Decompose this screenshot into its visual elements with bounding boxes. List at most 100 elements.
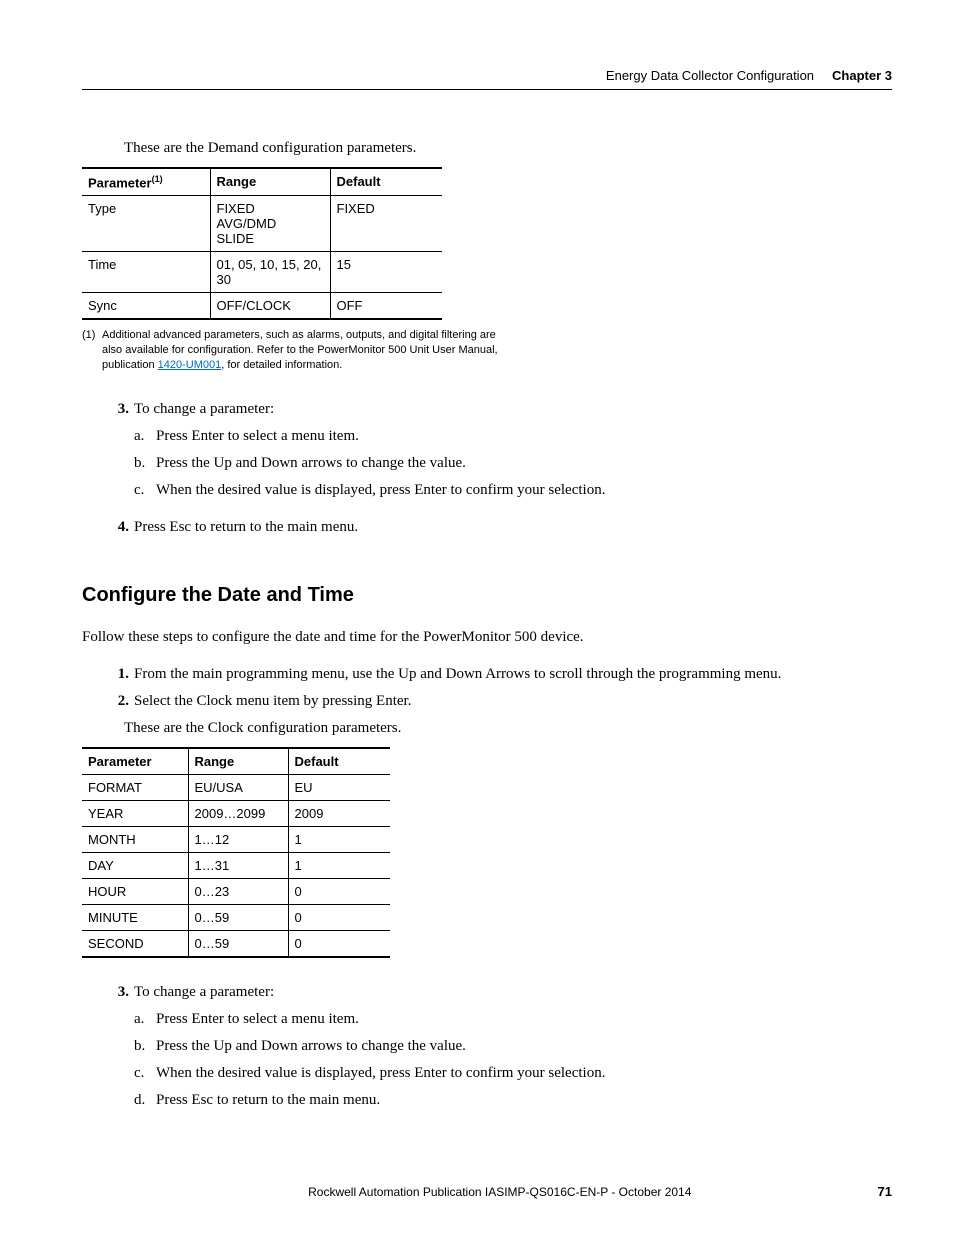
page-footer: Rockwell Automation Publication IASIMP-Q… [82, 1184, 892, 1199]
step-item: 2. Select the Clock menu item by pressing… [107, 693, 892, 710]
table-row: FORMATEU/USAEU [82, 774, 390, 800]
table-row: TypeFIXED AVG/DMD SLIDEFIXED [82, 196, 442, 252]
table-cell: 1…12 [188, 826, 288, 852]
table-cell: 0 [288, 904, 390, 930]
substep-item: c.When the desired value is displayed, p… [134, 1065, 892, 1082]
table-row: SyncOFF/CLOCKOFF [82, 293, 442, 320]
substep-letter: a. [134, 428, 152, 445]
step-content: From the main programming menu, use the … [134, 666, 892, 683]
step-number: 2. [107, 693, 129, 710]
substep-letter: b. [134, 1038, 152, 1055]
table-row: MONTH1…121 [82, 826, 390, 852]
footnote-link[interactable]: 1420-UM001 [158, 359, 222, 371]
substep-text: Press Enter to select a menu item. [156, 428, 359, 445]
step-content: Select the Clock menu item by pressing E… [134, 693, 892, 710]
table-row: HOUR0…230 [82, 878, 390, 904]
substep-letter: d. [134, 1092, 152, 1109]
table-cell: 0 [288, 878, 390, 904]
step-item: 4. Press Esc to return to the main menu. [107, 519, 892, 536]
footnote-num: (1) [82, 328, 102, 373]
footer-page-number: 71 [878, 1184, 892, 1199]
footnote-text: Additional advanced parameters, such as … [102, 328, 502, 373]
table-cell: 1 [288, 852, 390, 878]
table-cell: 0 [288, 930, 390, 957]
step-content: To change a parameter: a.Press Enter to s… [134, 984, 892, 1119]
step-text: From the main programming menu, use the … [134, 666, 781, 682]
table-cell: EU/USA [188, 774, 288, 800]
footer-publication: Rockwell Automation Publication IASIMP-Q… [122, 1185, 878, 1199]
table-cell: 0…59 [188, 930, 288, 957]
table-row: Time01, 05, 10, 15, 20, 3015 [82, 252, 442, 293]
step-text: To change a parameter: [134, 984, 274, 1000]
substep-letter: c. [134, 1065, 152, 1082]
col-range: Range [188, 748, 288, 775]
table-cell: 1…31 [188, 852, 288, 878]
header-chapter: Chapter 3 [832, 68, 892, 83]
table-row: SECOND0…590 [82, 930, 390, 957]
substep-letter: a. [134, 1011, 152, 1028]
table-cell: 0…23 [188, 878, 288, 904]
step-content: Press Esc to return to the main menu. [134, 519, 892, 536]
substep-text: Press the Up and Down arrows to change t… [156, 455, 466, 472]
table-row: MINUTE0…590 [82, 904, 390, 930]
substep-text: Press the Up and Down arrows to change t… [156, 1038, 466, 1055]
col-parameter: Parameter(1) [82, 168, 210, 196]
col-default: Default [330, 168, 442, 196]
step-number: 1. [107, 666, 129, 683]
table-cell: FIXED [330, 196, 442, 252]
page-header: Energy Data Collector Configuration Chap… [82, 68, 892, 90]
substep-text: When the desired value is displayed, pre… [156, 1065, 605, 1082]
table-cell: Sync [82, 293, 210, 320]
table-cell: MINUTE [82, 904, 188, 930]
footnote: (1) Additional advanced parameters, such… [82, 328, 502, 373]
step-content: To change a parameter: a.Press Enter to s… [134, 401, 892, 509]
col-parameter: Parameter [82, 748, 188, 775]
steps-list-2b: 3. To change a parameter: a.Press Enter to… [107, 984, 892, 1119]
table-cell: SECOND [82, 930, 188, 957]
substep-item: c.When the desired value is displayed, p… [134, 482, 892, 499]
table-row: YEAR2009…20992009 [82, 800, 390, 826]
substep-text: Press Esc to return to the main menu. [156, 1092, 380, 1109]
substep-item: b.Press the Up and Down arrows to change… [134, 455, 892, 472]
table-cell: OFF [330, 293, 442, 320]
clock-intro: These are the Clock configuration parame… [124, 720, 892, 737]
table-header-row: Parameter(1) Range Default [82, 168, 442, 196]
table-cell: Type [82, 196, 210, 252]
substep-item: b.Press the Up and Down arrows to change… [134, 1038, 892, 1055]
section-intro: Follow these steps to configure the date… [82, 629, 892, 646]
substep-item: a.Press Enter to select a menu item. [134, 1011, 892, 1028]
step-text: To change a parameter: [134, 401, 274, 417]
step-text: Press Esc to return to the main menu. [134, 519, 358, 535]
table-row: DAY1…311 [82, 852, 390, 878]
table-cell: MONTH [82, 826, 188, 852]
substep-list: a.Press Enter to select a menu item.b.Pr… [134, 428, 892, 499]
table-cell: EU [288, 774, 390, 800]
table-cell: OFF/CLOCK [210, 293, 330, 320]
substep-item: a.Press Enter to select a menu item. [134, 428, 892, 445]
clock-table: Parameter Range Default FORMATEU/USAEUYE… [82, 747, 390, 958]
table-cell: 01, 05, 10, 15, 20, 30 [210, 252, 330, 293]
table-header-row: Parameter Range Default [82, 748, 390, 775]
table-cell: YEAR [82, 800, 188, 826]
col-range: Range [210, 168, 330, 196]
table-cell: Time [82, 252, 210, 293]
substep-item: d.Press Esc to return to the main menu. [134, 1092, 892, 1109]
step-number: 4. [107, 519, 129, 536]
step-number: 3. [107, 401, 129, 509]
step-number: 3. [107, 984, 129, 1119]
table-cell: 2009 [288, 800, 390, 826]
col-default: Default [288, 748, 390, 775]
step-item: 1. From the main programming menu, use th… [107, 666, 892, 683]
substep-list: a.Press Enter to select a menu item.b.Pr… [134, 1011, 892, 1109]
header-section: Energy Data Collector Configuration [606, 68, 814, 83]
demand-table: Parameter(1) Range Default TypeFIXED AVG… [82, 167, 442, 320]
table-cell: FORMAT [82, 774, 188, 800]
step-item: 3. To change a parameter: a.Press Enter to… [107, 401, 892, 509]
steps-list-2a: 1. From the main programming menu, use th… [107, 666, 892, 710]
substep-text: Press Enter to select a menu item. [156, 1011, 359, 1028]
table-cell: 1 [288, 826, 390, 852]
substep-letter: b. [134, 455, 152, 472]
table-cell: 15 [330, 252, 442, 293]
substep-text: When the desired value is displayed, pre… [156, 482, 605, 499]
substep-letter: c. [134, 482, 152, 499]
